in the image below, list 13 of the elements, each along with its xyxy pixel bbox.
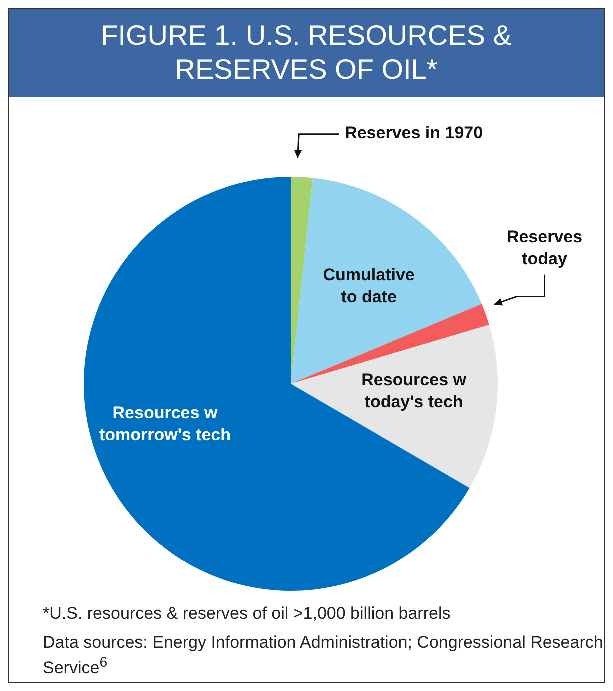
slice-label: Resources w today's tech [362,371,468,412]
chart-title: FIGURE 1. U.S. RESOURCES & RESERVES OF OIL* [9,9,604,97]
text: Data sources: Energy Information Administration; Congressional Research Service$^{6}$ [43,632,604,679]
pie-slice [291,325,498,488]
pie-slice [291,177,314,384]
slice-label: Resources w tomorrow's tech [99,404,232,445]
pie-slice [84,177,470,591]
slice-label: Reserves today [506,228,583,269]
slice-label: Cumulative to date [323,266,415,308]
pie-slice [291,304,490,384]
text: *U.S. resources & reserves of oil >1,000 billion barrels [43,603,452,624]
pie-slice [291,178,482,384]
slice-label: Reserves in 1970 [345,124,484,143]
